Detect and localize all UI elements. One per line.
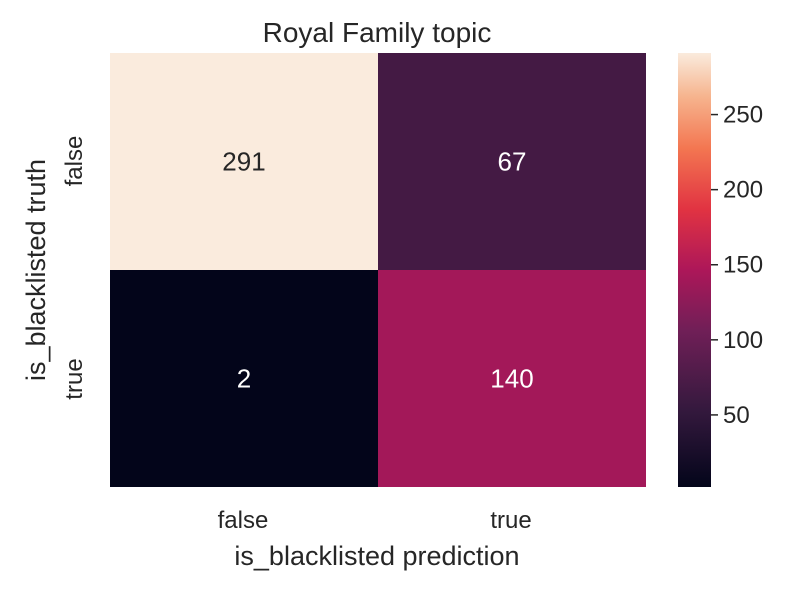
heatmap-cells [110, 53, 646, 487]
colorbar-tick-label: 100 [723, 327, 763, 354]
x-tick-label-true: true [490, 507, 531, 534]
colorbar-tick-label: 150 [723, 252, 763, 279]
cell-annotation: 67 [498, 147, 527, 177]
heatmap-cell-true-false [110, 270, 378, 487]
colorbar-tick-label: 50 [723, 402, 750, 429]
y-axis-label: is_blacklisted truth [21, 159, 51, 381]
colorbar [678, 53, 711, 487]
cell-annotation: 140 [490, 364, 533, 394]
heatmap-cell-false-false [110, 53, 378, 270]
chart-title: Royal Family topic [263, 17, 492, 48]
colorbar-tick-label: 200 [723, 177, 763, 204]
cell-annotation: 291 [222, 147, 265, 177]
heatmap-cell-false-true [378, 53, 646, 270]
colorbar-tick-label: 250 [723, 102, 763, 129]
cell-annotations: 291 67 2 140 [222, 147, 533, 394]
colorbar-ticks: 50 100 150 200 250 [711, 102, 763, 429]
y-tick-label-true: true [61, 358, 88, 399]
heatmap-cell-true-true [378, 270, 646, 487]
x-tick-label-false: false [218, 507, 269, 534]
y-tick-label-false: false [61, 136, 88, 187]
cell-annotation: 2 [237, 364, 251, 394]
x-axis-label: is_blacklisted prediction [234, 541, 519, 571]
